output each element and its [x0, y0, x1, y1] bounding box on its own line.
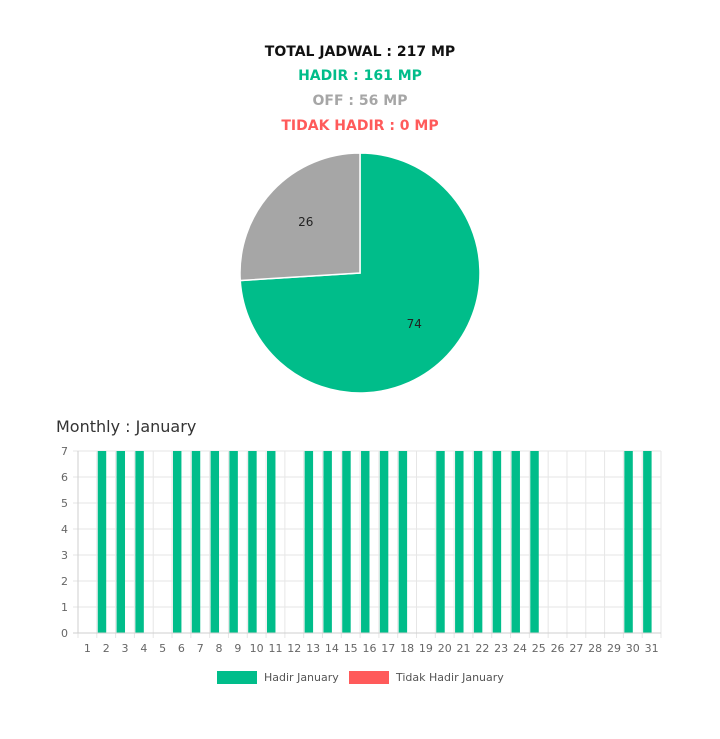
x-tick-label: 5 — [159, 642, 166, 655]
x-tick-label: 9 — [234, 642, 241, 655]
x-tick-label: 12 — [287, 642, 301, 655]
x-tick-label: 13 — [306, 642, 320, 655]
x-tick-label: 16 — [363, 642, 377, 655]
bar-hadir-january-31[interactable] — [643, 451, 652, 633]
x-tick-label: 6 — [178, 642, 185, 655]
x-tick-label: 3 — [122, 642, 129, 655]
x-tick-label: 4 — [140, 642, 147, 655]
total-jadwal-label: TOTAL JADWAL : 217 MP — [264, 44, 456, 60]
bar-hadir-january-9[interactable] — [229, 451, 238, 633]
bar-hadir-january-3[interactable] — [116, 451, 126, 633]
x-tick-label: 18 — [400, 642, 414, 655]
x-tick-label: 11 — [268, 642, 282, 655]
y-tick-label: 5 — [61, 497, 68, 510]
x-tick-label: 14 — [325, 642, 339, 655]
y-tick-label: 7 — [61, 445, 68, 458]
tidak-hadir-count-label: TIDAK HADIR : 0 MP — [281, 118, 439, 134]
bar-hadir-january-21[interactable] — [455, 451, 464, 633]
x-tick-label: 21 — [457, 642, 471, 655]
x-tick-label: 2 — [103, 642, 110, 655]
bar-hadir-january-6[interactable] — [172, 451, 182, 633]
bar-hadir-january-22[interactable] — [473, 451, 483, 633]
x-tick-label: 19 — [419, 642, 433, 655]
x-tick-label: 1 — [84, 642, 91, 655]
legend-swatch-hadir — [217, 671, 257, 684]
pie-data-label: 74 — [407, 317, 422, 331]
bar-hadir-january-16[interactable] — [361, 451, 370, 633]
x-tick-label: 20 — [438, 642, 452, 655]
y-tick-label: 3 — [61, 549, 68, 562]
pie-data-label: 26 — [298, 215, 313, 229]
y-tick-label: 4 — [61, 523, 68, 536]
x-tick-label: 30 — [626, 642, 640, 655]
x-tick-label: 10 — [250, 642, 264, 655]
bar-hadir-january-11[interactable] — [267, 451, 276, 633]
bar-hadir-january-7[interactable] — [191, 451, 201, 633]
x-tick-label: 26 — [551, 642, 565, 655]
attendance-pie-chart: 74 26 — [239, 152, 481, 394]
bar-hadir-january-17[interactable] — [379, 451, 389, 633]
bar-hadir-january-18[interactable] — [398, 451, 408, 633]
bar-hadir-january-8[interactable] — [210, 451, 220, 633]
x-tick-label: 8 — [216, 642, 223, 655]
bar-hadir-january-10[interactable] — [248, 451, 257, 633]
y-tick-label: 1 — [61, 601, 68, 614]
x-tick-label: 31 — [645, 642, 659, 655]
x-tick-label: 15 — [344, 642, 358, 655]
chart-legend: Hadir January Tidak Hadir January — [0, 671, 720, 687]
bar-hadir-january-4[interactable] — [135, 451, 144, 633]
x-tick-label: 22 — [475, 642, 489, 655]
bar-hadir-january-13[interactable] — [304, 451, 314, 633]
x-tick-label: 17 — [381, 642, 395, 655]
bar-hadir-january-30[interactable] — [624, 451, 633, 633]
y-tick-label: 2 — [61, 575, 68, 588]
bar-hadir-january-23[interactable] — [492, 451, 502, 633]
x-tick-label: 24 — [513, 642, 527, 655]
bar-hadir-january-25[interactable] — [530, 451, 539, 633]
pie-slice-off[interactable] — [239, 152, 361, 282]
x-tick-label: 25 — [532, 642, 546, 655]
monthly-title: Monthly : January — [56, 417, 197, 436]
x-tick-label: 28 — [588, 642, 602, 655]
bar-hadir-january-2[interactable] — [97, 451, 107, 633]
off-count-label: OFF : 56 MP — [312, 93, 408, 109]
x-tick-label: 27 — [569, 642, 583, 655]
legend-label-hadir: Hadir January — [264, 671, 339, 684]
hadir-count-label: HADIR : 161 MP — [298, 68, 422, 84]
x-tick-label: 7 — [197, 642, 204, 655]
x-tick-label: 23 — [494, 642, 508, 655]
legend-item-tidak-hadir[interactable]: Tidak Hadir January — [349, 671, 504, 684]
x-tick-label: 29 — [607, 642, 621, 655]
bar-hadir-january-24[interactable] — [511, 451, 520, 633]
y-tick-label: 6 — [61, 471, 68, 484]
bar-hadir-january-14[interactable] — [323, 451, 332, 633]
legend-item-hadir[interactable]: Hadir January — [217, 671, 339, 684]
legend-swatch-tidak-hadir — [349, 671, 389, 684]
y-tick-label: 0 — [61, 627, 68, 640]
bar-hadir-january-20[interactable] — [436, 451, 445, 633]
bar-hadir-january-15[interactable] — [342, 451, 351, 633]
legend-label-tidak-hadir: Tidak Hadir January — [396, 671, 504, 684]
